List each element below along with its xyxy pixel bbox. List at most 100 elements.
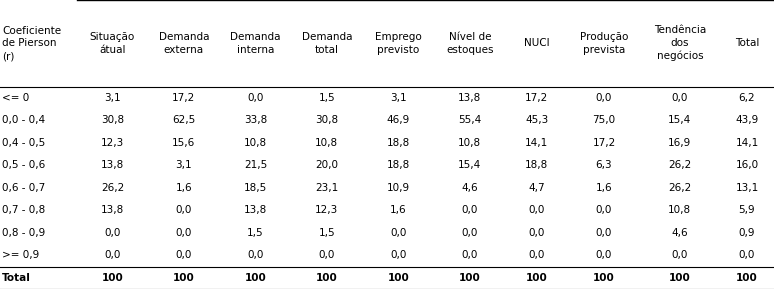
Text: 6,3: 6,3 bbox=[596, 160, 612, 171]
Text: 3,1: 3,1 bbox=[176, 160, 192, 171]
Text: 0,0: 0,0 bbox=[529, 228, 545, 238]
Text: 18,8: 18,8 bbox=[387, 160, 410, 171]
Text: 62,5: 62,5 bbox=[173, 115, 196, 125]
Text: 13,8: 13,8 bbox=[458, 93, 481, 103]
Text: 0,0: 0,0 bbox=[461, 250, 478, 260]
Text: 0,0: 0,0 bbox=[596, 250, 612, 260]
Text: 1,5: 1,5 bbox=[319, 93, 335, 103]
Text: 0,0: 0,0 bbox=[176, 205, 192, 215]
Text: 100: 100 bbox=[173, 273, 195, 283]
Text: Demanda
interna: Demanda interna bbox=[230, 32, 281, 55]
Text: 0,0: 0,0 bbox=[247, 250, 264, 260]
Text: 12,3: 12,3 bbox=[315, 205, 338, 215]
Text: 18,8: 18,8 bbox=[526, 160, 549, 171]
Text: 0,0: 0,0 bbox=[596, 205, 612, 215]
Text: 0,0 - 0,4: 0,0 - 0,4 bbox=[2, 115, 46, 125]
Text: 43,9: 43,9 bbox=[735, 115, 759, 125]
Text: 13,8: 13,8 bbox=[101, 160, 124, 171]
Text: 16,9: 16,9 bbox=[668, 138, 691, 148]
Text: 6,2: 6,2 bbox=[738, 93, 755, 103]
Text: 0,0: 0,0 bbox=[461, 205, 478, 215]
Text: 0,6 - 0,7: 0,6 - 0,7 bbox=[2, 183, 46, 193]
Text: 15,4: 15,4 bbox=[668, 115, 691, 125]
Text: 10,9: 10,9 bbox=[387, 183, 410, 193]
Text: 0,0: 0,0 bbox=[176, 228, 192, 238]
Text: 0,0: 0,0 bbox=[596, 228, 612, 238]
Text: 0,4 - 0,5: 0,4 - 0,5 bbox=[2, 138, 46, 148]
Text: Demanda
externa: Demanda externa bbox=[159, 32, 209, 55]
Text: 0,0: 0,0 bbox=[529, 205, 545, 215]
Text: 13,1: 13,1 bbox=[735, 183, 759, 193]
Text: Produção
prevista: Produção prevista bbox=[580, 32, 628, 55]
Text: 0,0: 0,0 bbox=[319, 250, 335, 260]
Text: 75,0: 75,0 bbox=[592, 115, 615, 125]
Text: 30,8: 30,8 bbox=[315, 115, 338, 125]
Text: 3,1: 3,1 bbox=[104, 93, 121, 103]
Text: 0,9: 0,9 bbox=[738, 228, 755, 238]
Text: 10,8: 10,8 bbox=[315, 138, 338, 148]
Text: 0,0: 0,0 bbox=[461, 228, 478, 238]
Text: 1,5: 1,5 bbox=[319, 228, 335, 238]
Text: 100: 100 bbox=[526, 273, 548, 283]
Text: 0,0: 0,0 bbox=[390, 228, 406, 238]
Text: 26,2: 26,2 bbox=[101, 183, 124, 193]
Text: 10,8: 10,8 bbox=[244, 138, 267, 148]
Text: 55,4: 55,4 bbox=[458, 115, 481, 125]
Text: 18,5: 18,5 bbox=[244, 183, 267, 193]
Text: Total: Total bbox=[2, 273, 31, 283]
Text: 0,8 - 0,9: 0,8 - 0,9 bbox=[2, 228, 46, 238]
Text: 30,8: 30,8 bbox=[101, 115, 124, 125]
Text: 0,0: 0,0 bbox=[390, 250, 406, 260]
Text: <= 0: <= 0 bbox=[2, 93, 29, 103]
Text: 0,0: 0,0 bbox=[176, 250, 192, 260]
Text: 5,9: 5,9 bbox=[738, 205, 755, 215]
Text: 0,0: 0,0 bbox=[529, 250, 545, 260]
Text: Total: Total bbox=[735, 38, 759, 48]
Text: 16,0: 16,0 bbox=[735, 160, 759, 171]
Text: 1,6: 1,6 bbox=[596, 183, 612, 193]
Text: 0,7 - 0,8: 0,7 - 0,8 bbox=[2, 205, 46, 215]
Text: 1,6: 1,6 bbox=[390, 205, 406, 215]
Text: 13,8: 13,8 bbox=[244, 205, 267, 215]
Text: 0,0: 0,0 bbox=[739, 250, 755, 260]
Text: 17,2: 17,2 bbox=[526, 93, 549, 103]
Text: 100: 100 bbox=[316, 273, 337, 283]
Text: 4,6: 4,6 bbox=[672, 228, 688, 238]
Text: 0,0: 0,0 bbox=[672, 93, 688, 103]
Text: 17,2: 17,2 bbox=[173, 93, 196, 103]
Text: 10,8: 10,8 bbox=[458, 138, 481, 148]
Text: 23,1: 23,1 bbox=[315, 183, 338, 193]
Text: Tendência
dos
negócios: Tendência dos negócios bbox=[654, 25, 706, 62]
Text: 1,6: 1,6 bbox=[176, 183, 192, 193]
Text: 46,9: 46,9 bbox=[387, 115, 410, 125]
Text: 14,1: 14,1 bbox=[735, 138, 759, 148]
Text: >= 0,9: >= 0,9 bbox=[2, 250, 39, 260]
Text: 26,2: 26,2 bbox=[668, 160, 691, 171]
Text: 10,8: 10,8 bbox=[668, 205, 691, 215]
Text: 33,8: 33,8 bbox=[244, 115, 267, 125]
Text: Demanda
total: Demanda total bbox=[302, 32, 352, 55]
Text: Nível de
estoques: Nível de estoques bbox=[446, 32, 494, 55]
Text: 4,6: 4,6 bbox=[461, 183, 478, 193]
Text: 100: 100 bbox=[388, 273, 409, 283]
Text: 12,3: 12,3 bbox=[101, 138, 124, 148]
Text: 4,7: 4,7 bbox=[529, 183, 545, 193]
Text: NUCI: NUCI bbox=[524, 38, 550, 48]
Text: Emprego
previsto: Emprego previsto bbox=[375, 32, 422, 55]
Text: 15,6: 15,6 bbox=[173, 138, 196, 148]
Text: 20,0: 20,0 bbox=[315, 160, 338, 171]
Text: 21,5: 21,5 bbox=[244, 160, 267, 171]
Text: 100: 100 bbox=[669, 273, 690, 283]
Text: 13,8: 13,8 bbox=[101, 205, 124, 215]
Text: 0,0: 0,0 bbox=[596, 93, 612, 103]
Text: 100: 100 bbox=[101, 273, 123, 283]
Text: 100: 100 bbox=[736, 273, 758, 283]
Text: 45,3: 45,3 bbox=[526, 115, 549, 125]
Text: 15,4: 15,4 bbox=[458, 160, 481, 171]
Text: 14,1: 14,1 bbox=[526, 138, 549, 148]
Text: 100: 100 bbox=[593, 273, 615, 283]
Text: 0,0: 0,0 bbox=[104, 228, 121, 238]
Text: 17,2: 17,2 bbox=[592, 138, 615, 148]
Text: 0,0: 0,0 bbox=[104, 250, 121, 260]
Text: 18,8: 18,8 bbox=[387, 138, 410, 148]
